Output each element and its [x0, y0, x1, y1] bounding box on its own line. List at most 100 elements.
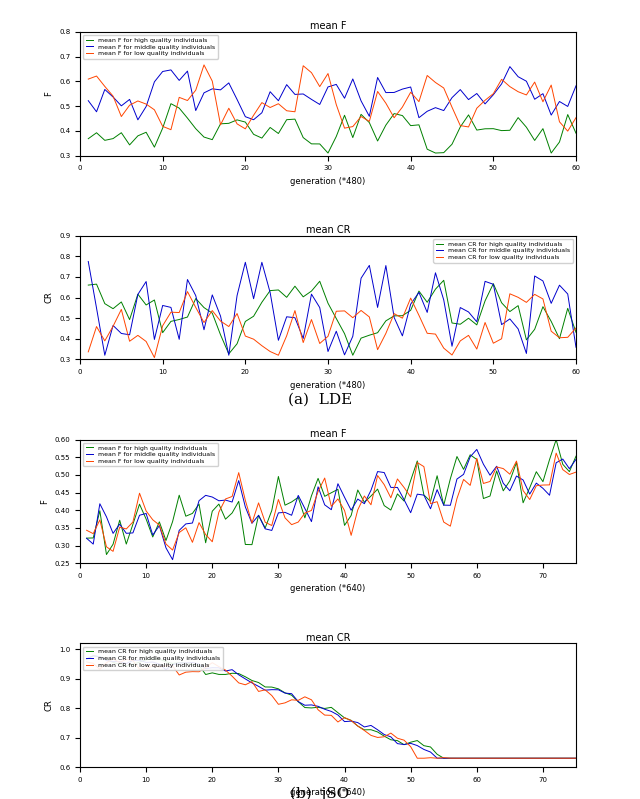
- mean F for high quality individuals: [479, 494, 487, 503]
- mean F for middle quality individuals: [486, 471, 494, 480]
- Line: mean CR for middle quality individuals: mean CR for middle quality individuals: [88, 261, 576, 356]
- Title: mean CR: mean CR: [306, 225, 350, 235]
- Line: mean CR for high quality individuals: mean CR for high quality individuals: [88, 280, 576, 356]
- mean F for high quality individuals: [258, 133, 266, 143]
- mean F for high quality individuals: [84, 134, 92, 144]
- mean F for middle quality individuals: [572, 81, 580, 90]
- mean CR for high quality individuals: [479, 753, 487, 763]
- mean F for low quality individuals: [109, 547, 117, 556]
- Line: mean F for low quality individuals: mean F for low quality individuals: [88, 65, 576, 131]
- Line: mean F for middle quality individuals: mean F for middle quality individuals: [86, 449, 576, 559]
- Y-axis label: CR: CR: [44, 292, 54, 304]
- Text: (b)  jSO: (b) jSO: [291, 787, 349, 799]
- mean F for high quality individuals: [460, 464, 467, 474]
- mean CR for high quality individuals: [90, 650, 97, 660]
- mean F for middle quality individuals: [499, 479, 507, 488]
- X-axis label: generation (*640): generation (*640): [291, 789, 365, 797]
- mean CR for middle quality individuals: [258, 257, 266, 267]
- mean CR for middle quality individuals: [84, 256, 92, 266]
- Line: mean CR for high quality individuals: mean CR for high quality individuals: [86, 655, 576, 758]
- mean F for middle quality individuals: [250, 115, 257, 125]
- mean CR for high quality individuals: [84, 280, 92, 290]
- mean F for middle quality individuals: [83, 534, 90, 543]
- mean CR for middle quality individuals: [532, 753, 540, 763]
- mean F for low quality individuals: [572, 467, 580, 477]
- Y-axis label: F: F: [44, 91, 54, 96]
- mean F for middle quality individuals: [506, 62, 514, 71]
- mean CR for middle quality individuals: [90, 651, 97, 661]
- Line: mean F for high quality individuals: mean F for high quality individuals: [86, 439, 576, 555]
- mean F for high quality individuals: [217, 119, 225, 129]
- mean CR for low quality individuals: [413, 753, 421, 763]
- mean CR for high quality individuals: [532, 753, 540, 763]
- mean CR for low quality individuals: [499, 753, 507, 763]
- mean F for middle quality individuals: [84, 96, 92, 105]
- mean CR for middle quality individuals: [129, 656, 137, 666]
- mean CR for low quality individuals: [479, 753, 487, 763]
- mean F for low quality individuals: [552, 448, 560, 458]
- mean CR for low quality individuals: [83, 657, 90, 666]
- mean CR for middle quality individuals: [440, 753, 447, 763]
- X-axis label: generation (*480): generation (*480): [291, 380, 365, 390]
- mean F for high quality individuals: [407, 121, 415, 130]
- mean CR for low quality individuals: [407, 293, 415, 303]
- mean CR for low quality individuals: [225, 322, 233, 332]
- mean F for low quality individuals: [572, 113, 580, 122]
- Title: mean F: mean F: [310, 22, 346, 31]
- mean CR for low quality individuals: [184, 287, 191, 296]
- mean CR for middle quality individuals: [486, 753, 494, 763]
- mean CR for high quality individuals: [209, 308, 216, 318]
- mean CR for high quality individuals: [440, 276, 447, 285]
- mean F for middle quality individuals: [460, 470, 467, 479]
- mean F for high quality individuals: [129, 519, 137, 529]
- Title: mean CR: mean CR: [306, 633, 350, 642]
- mean CR for low quality individuals: [572, 323, 580, 332]
- mean CR for high quality individuals: [399, 311, 406, 320]
- mean F for low quality individuals: [564, 126, 572, 136]
- mean F for middle quality individuals: [572, 455, 580, 464]
- mean CR for middle quality individuals: [175, 335, 183, 344]
- mean F for low quality individuals: [167, 125, 175, 134]
- mean CR for middle quality individuals: [250, 294, 257, 304]
- Legend: mean F for high quality individuals, mean F for middle quality individuals, mean: mean F for high quality individuals, mea…: [83, 35, 218, 58]
- mean CR for high quality individuals: [486, 753, 494, 763]
- mean F for low quality individuals: [217, 120, 225, 129]
- mean F for low quality individuals: [526, 495, 534, 504]
- mean F for high quality individuals: [83, 534, 90, 543]
- mean F for low quality individuals: [250, 110, 257, 120]
- mean F for low quality individuals: [129, 517, 137, 527]
- mean F for high quality individuals: [572, 451, 580, 461]
- mean CR for middle quality individuals: [233, 291, 241, 300]
- mean F for high quality individuals: [493, 466, 500, 475]
- mean F for middle quality individuals: [258, 108, 266, 117]
- mean CR for low quality individuals: [150, 353, 158, 363]
- mean F for low quality individuals: [479, 479, 487, 488]
- mean F for middle quality individuals: [233, 94, 241, 104]
- Title: mean F: mean F: [310, 429, 346, 439]
- mean F for middle quality individuals: [134, 115, 141, 125]
- mean CR for middle quality individuals: [479, 753, 487, 763]
- mean F for high quality individuals: [233, 115, 241, 125]
- Line: mean F for low quality individuals: mean F for low quality individuals: [86, 453, 576, 551]
- mean CR for low quality individuals: [266, 347, 274, 356]
- mean CR for low quality individuals: [175, 308, 183, 317]
- mean CR for low quality individuals: [129, 656, 137, 666]
- mean CR for low quality individuals: [241, 332, 249, 341]
- mean CR for high quality individuals: [241, 316, 249, 326]
- Text: (a)  LDE: (a) LDE: [288, 392, 352, 407]
- mean F for low quality individuals: [233, 119, 241, 129]
- Legend: mean CR for high quality individuals, mean CR for middle quality individuals, me: mean CR for high quality individuals, me…: [83, 646, 223, 670]
- mean CR for low quality individuals: [258, 341, 266, 351]
- mean CR for low quality individuals: [572, 753, 580, 763]
- Line: mean CR for low quality individuals: mean CR for low quality individuals: [88, 292, 576, 358]
- mean F for high quality individuals: [526, 483, 534, 493]
- mean F for low quality individuals: [83, 526, 90, 535]
- mean CR for high quality individuals: [129, 660, 137, 670]
- mean F for low quality individuals: [84, 74, 92, 84]
- mean CR for middle quality individuals: [499, 753, 507, 763]
- mean F for low quality individuals: [493, 462, 500, 471]
- mean F for low quality individuals: [200, 60, 208, 70]
- mean F for high quality individuals: [552, 435, 560, 444]
- mean F for middle quality individuals: [217, 85, 225, 94]
- mean CR for high quality individuals: [572, 753, 580, 763]
